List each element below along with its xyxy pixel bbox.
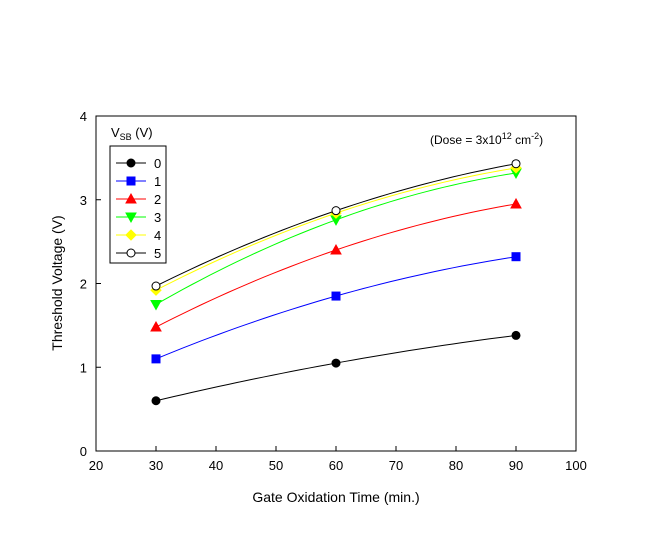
y-axis-title: Threshold Voltage (V) bbox=[49, 215, 65, 350]
series-1 bbox=[151, 252, 521, 364]
data-point bbox=[331, 358, 341, 368]
data-point bbox=[150, 299, 162, 311]
legend-title-unit: (V) bbox=[132, 125, 153, 140]
data-point bbox=[511, 330, 521, 340]
x-tick-label: 30 bbox=[149, 458, 163, 473]
legend-label: 4 bbox=[154, 228, 161, 243]
legend-marker bbox=[126, 158, 136, 168]
data-point bbox=[151, 281, 161, 291]
legend-label: 3 bbox=[154, 210, 161, 225]
x-tick-label: 20 bbox=[89, 458, 103, 473]
dose-annotation: (Dose = 3x1012 cm-2) bbox=[430, 131, 543, 147]
data-point bbox=[151, 354, 161, 364]
legend-marker bbox=[125, 229, 137, 241]
y-tick-label: 2 bbox=[80, 277, 87, 292]
legend-entries: 0 1 2 3 4 5 bbox=[116, 156, 161, 261]
legend-label: 5 bbox=[154, 246, 161, 261]
x-tick-label: 60 bbox=[329, 458, 343, 473]
data-point bbox=[151, 396, 161, 406]
legend-entry: 3 bbox=[116, 210, 161, 225]
series-layer bbox=[150, 159, 522, 406]
data-point bbox=[510, 197, 522, 209]
series-0 bbox=[151, 330, 521, 406]
legend-entry: 5 bbox=[116, 246, 161, 261]
dose-exp2: -2 bbox=[531, 131, 539, 141]
series-5 bbox=[151, 159, 521, 291]
series-2 bbox=[150, 197, 522, 332]
x-tick-label: 40 bbox=[209, 458, 223, 473]
x-axis-title: Gate Oxidation Time (min.) bbox=[252, 489, 419, 505]
x-tick-label: 80 bbox=[449, 458, 463, 473]
y-tick-label: 0 bbox=[80, 444, 87, 459]
legend-title-sub: SB bbox=[120, 132, 132, 142]
legend-label: 2 bbox=[154, 192, 161, 207]
legend-marker bbox=[126, 176, 136, 186]
legend-title: VSB (V) bbox=[111, 125, 153, 142]
legend-marker bbox=[125, 212, 137, 224]
y-tick-label: 1 bbox=[80, 360, 87, 375]
data-point bbox=[331, 291, 341, 301]
y-axis: 0 1 2 3 4 bbox=[80, 109, 101, 459]
x-tick-label: 90 bbox=[509, 458, 523, 473]
x-tick-label: 50 bbox=[269, 458, 283, 473]
x-axis: 20 30 40 50 60 70 80 90 100 bbox=[89, 446, 587, 473]
legend-label: 1 bbox=[154, 174, 161, 189]
y-tick-label: 4 bbox=[80, 109, 87, 124]
series-line bbox=[155, 172, 517, 305]
legend-label: 0 bbox=[154, 156, 161, 171]
legend-entry: 1 bbox=[116, 174, 161, 189]
legend-entry: 4 bbox=[116, 228, 161, 243]
dose-mid: cm bbox=[512, 133, 531, 147]
dose-exp1: 12 bbox=[502, 131, 512, 141]
data-point bbox=[330, 243, 342, 255]
data-point bbox=[511, 159, 521, 169]
dose-prefix: (Dose = 3x10 bbox=[430, 133, 502, 147]
dose-suffix: ) bbox=[539, 133, 543, 147]
legend-marker bbox=[126, 248, 136, 258]
series-line bbox=[155, 167, 517, 291]
series-3 bbox=[150, 168, 522, 311]
series-line bbox=[155, 256, 517, 360]
data-point bbox=[150, 321, 162, 332]
data-point bbox=[511, 252, 521, 262]
legend-title-main: V bbox=[111, 125, 120, 140]
legend: VSB (V) 0 1 2 3 4 5 bbox=[109, 125, 167, 264]
legend-box bbox=[109, 145, 167, 264]
legend-entry: 2 bbox=[116, 192, 161, 207]
series-line bbox=[155, 334, 517, 402]
legend-entry: 0 bbox=[116, 156, 161, 171]
y-tick-label: 3 bbox=[80, 193, 87, 208]
x-tick-label: 100 bbox=[565, 458, 587, 473]
data-point bbox=[331, 206, 341, 216]
legend-marker bbox=[125, 192, 137, 204]
x-tick-label: 70 bbox=[389, 458, 403, 473]
